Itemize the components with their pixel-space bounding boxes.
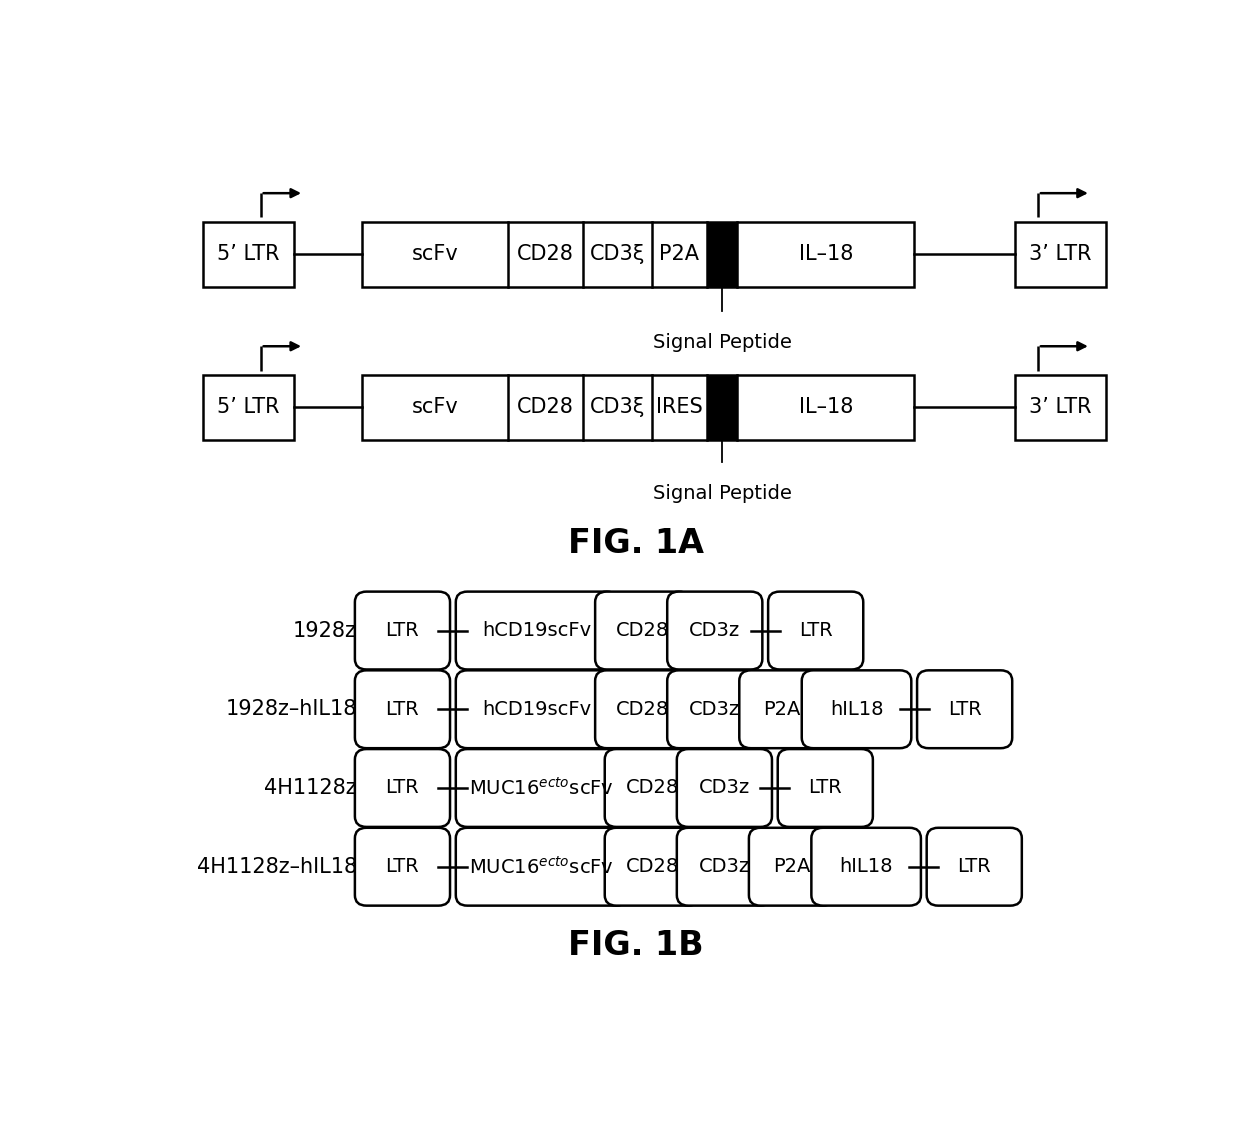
Text: P2A: P2A	[660, 244, 699, 265]
Text: LTR: LTR	[808, 778, 842, 797]
Text: LTR: LTR	[799, 621, 832, 640]
Bar	[707, 375, 738, 441]
Text: 4H1128z–hIL18: 4H1128z–hIL18	[197, 857, 357, 877]
Text: scFv: scFv	[412, 244, 459, 265]
FancyBboxPatch shape	[918, 670, 1012, 749]
Text: CD3z: CD3z	[689, 621, 740, 640]
Text: CD3ξ: CD3ξ	[589, 244, 645, 265]
Bar	[362, 222, 914, 287]
Bar	[1016, 222, 1106, 287]
Text: 1928z: 1928z	[293, 620, 357, 641]
Text: CD28: CD28	[616, 700, 670, 719]
Text: CD3z: CD3z	[699, 778, 750, 797]
Text: CD3ξ: CD3ξ	[589, 398, 645, 418]
Bar	[362, 375, 914, 441]
Bar	[707, 222, 738, 287]
FancyBboxPatch shape	[605, 828, 699, 905]
Text: P2A: P2A	[764, 700, 801, 719]
FancyBboxPatch shape	[667, 670, 763, 749]
FancyBboxPatch shape	[355, 749, 450, 827]
FancyBboxPatch shape	[355, 670, 450, 749]
Text: 1928z–hIL18: 1928z–hIL18	[226, 700, 357, 719]
Text: 5’ LTR: 5’ LTR	[217, 244, 280, 265]
Text: CD28: CD28	[626, 858, 680, 876]
Text: hCD19scFv: hCD19scFv	[482, 700, 591, 719]
Text: CD28: CD28	[626, 778, 680, 797]
Text: MUC16$^{ecto}$scFv: MUC16$^{ecto}$scFv	[470, 855, 614, 878]
FancyBboxPatch shape	[355, 592, 450, 669]
Text: LTR: LTR	[386, 621, 419, 640]
Text: LTR: LTR	[947, 700, 982, 719]
Text: IRES: IRES	[656, 398, 703, 418]
FancyBboxPatch shape	[768, 592, 863, 669]
Text: CD3z: CD3z	[689, 700, 740, 719]
FancyBboxPatch shape	[811, 828, 921, 905]
Text: P2A: P2A	[773, 858, 811, 876]
Text: 5’ LTR: 5’ LTR	[217, 398, 280, 418]
FancyBboxPatch shape	[595, 592, 691, 669]
Text: CD28: CD28	[616, 621, 670, 640]
FancyBboxPatch shape	[739, 670, 825, 749]
Bar	[203, 375, 294, 441]
FancyBboxPatch shape	[355, 828, 450, 905]
Text: FIG. 1B: FIG. 1B	[568, 929, 703, 962]
FancyBboxPatch shape	[777, 749, 873, 827]
Bar	[1016, 375, 1106, 441]
FancyBboxPatch shape	[802, 670, 911, 749]
Text: MUC16$^{ecto}$scFv: MUC16$^{ecto}$scFv	[470, 777, 614, 799]
FancyBboxPatch shape	[926, 828, 1022, 905]
Text: 3’ LTR: 3’ LTR	[1029, 398, 1092, 418]
Text: hCD19scFv: hCD19scFv	[482, 621, 591, 640]
FancyBboxPatch shape	[677, 828, 773, 905]
FancyBboxPatch shape	[595, 670, 691, 749]
FancyBboxPatch shape	[749, 828, 835, 905]
FancyBboxPatch shape	[605, 749, 699, 827]
Text: LTR: LTR	[386, 858, 419, 876]
FancyBboxPatch shape	[456, 749, 627, 827]
Text: CD28: CD28	[517, 398, 574, 418]
Text: CD28: CD28	[517, 244, 574, 265]
Text: IL–18: IL–18	[799, 398, 853, 418]
FancyBboxPatch shape	[667, 592, 763, 669]
Text: 3’ LTR: 3’ LTR	[1029, 244, 1092, 265]
Text: 4H1128z: 4H1128z	[264, 778, 357, 797]
FancyBboxPatch shape	[456, 670, 619, 749]
Text: FIG. 1A: FIG. 1A	[568, 527, 703, 560]
Text: LTR: LTR	[386, 700, 419, 719]
Bar	[203, 222, 294, 287]
Text: Signal Peptide: Signal Peptide	[652, 484, 791, 502]
FancyBboxPatch shape	[456, 828, 627, 905]
FancyBboxPatch shape	[456, 592, 619, 669]
Text: LTR: LTR	[386, 778, 419, 797]
Text: scFv: scFv	[412, 398, 459, 418]
Text: CD3z: CD3z	[699, 858, 750, 876]
Text: hIL18: hIL18	[830, 700, 883, 719]
Text: Signal Peptide: Signal Peptide	[652, 333, 791, 352]
Text: hIL18: hIL18	[839, 858, 893, 876]
FancyBboxPatch shape	[677, 749, 773, 827]
Text: IL–18: IL–18	[799, 244, 853, 265]
Text: LTR: LTR	[957, 858, 991, 876]
